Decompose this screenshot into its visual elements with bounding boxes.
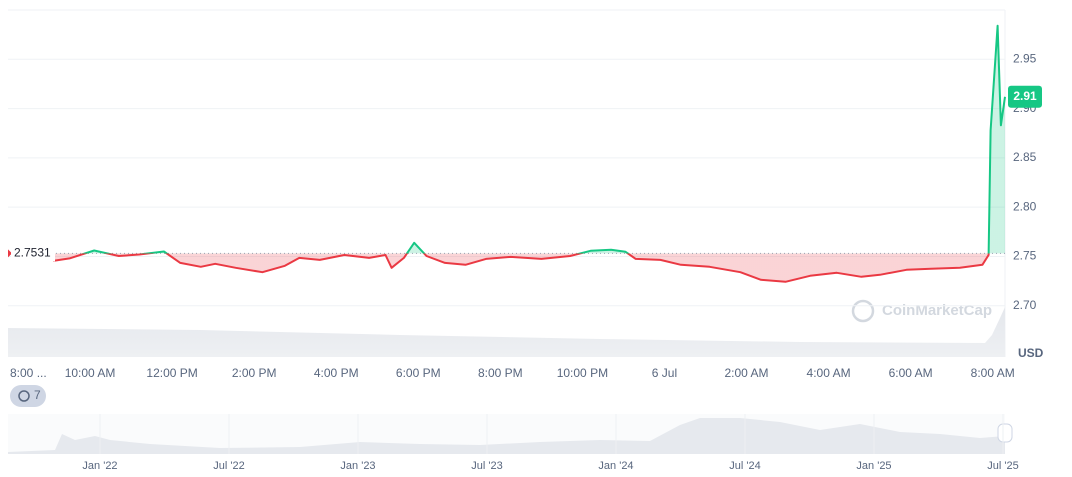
navigator-label: Jul '24 (729, 460, 760, 472)
navigator[interactable] (8, 414, 1013, 454)
y-tick-label: 2.95 (1013, 51, 1037, 65)
price-area (53, 25, 1006, 282)
y-tick-label: 2.85 (1013, 150, 1037, 164)
watermark-text: CoinMarketCap (882, 302, 992, 319)
x-tick-label: 6:00 AM (889, 366, 933, 380)
x-tick-label: 2:00 PM (232, 366, 277, 380)
navigator-label: Jul '25 (987, 460, 1018, 472)
range-badge-bg[interactable] (10, 385, 46, 407)
baseline-label: 2.7531 (14, 246, 51, 260)
unit-label: USD (1018, 346, 1044, 360)
navigator-label: Jul '22 (213, 460, 244, 472)
navigator-handle[interactable] (997, 423, 1013, 443)
x-tick-label: 8:00 ... (10, 366, 47, 380)
baseline-label-bg (11, 245, 55, 262)
range-badge-text: 7 (34, 388, 41, 402)
x-tick-label: 10:00 AM (65, 366, 116, 380)
navigator-label: Jan '25 (856, 460, 891, 472)
volume-area (8, 307, 1005, 357)
x-tick-label: 6:00 PM (396, 366, 441, 380)
history-icon (18, 390, 30, 402)
x-tick-label: 4:00 PM (314, 366, 359, 380)
x-tick-label: 10:00 PM (557, 366, 608, 380)
y-tick-label: 2.75 (1013, 249, 1037, 263)
x-tick-label: 4:00 AM (807, 366, 851, 380)
range-badge[interactable]: 7 (10, 385, 46, 407)
y-tick-label: 2.70 (1013, 298, 1037, 312)
navigator-label: Jul '23 (471, 460, 502, 472)
x-tick-label: 2:00 AM (725, 366, 769, 380)
navigator-label: Jan '22 (82, 460, 117, 472)
price-line (52, 24, 1006, 283)
watermark-logo (851, 299, 875, 323)
navigator-label: Jan '24 (598, 460, 633, 472)
watermark: CoinMarketCap (851, 299, 992, 323)
baseline-marker (8, 249, 12, 258)
x-tick-label: 8:00 PM (478, 366, 523, 380)
x-tick-label: 8:00 AM (971, 366, 1015, 380)
current-price-badge (1008, 85, 1042, 108)
navigator-label: Jan '23 (340, 460, 375, 472)
navigator-area (8, 418, 1005, 454)
current-price-label: 2.91 (1013, 89, 1037, 103)
y-tick-label: 2.80 (1013, 199, 1037, 213)
x-tick-label: 6 Jul (652, 366, 677, 380)
x-tick-label: 12:00 PM (146, 366, 197, 380)
